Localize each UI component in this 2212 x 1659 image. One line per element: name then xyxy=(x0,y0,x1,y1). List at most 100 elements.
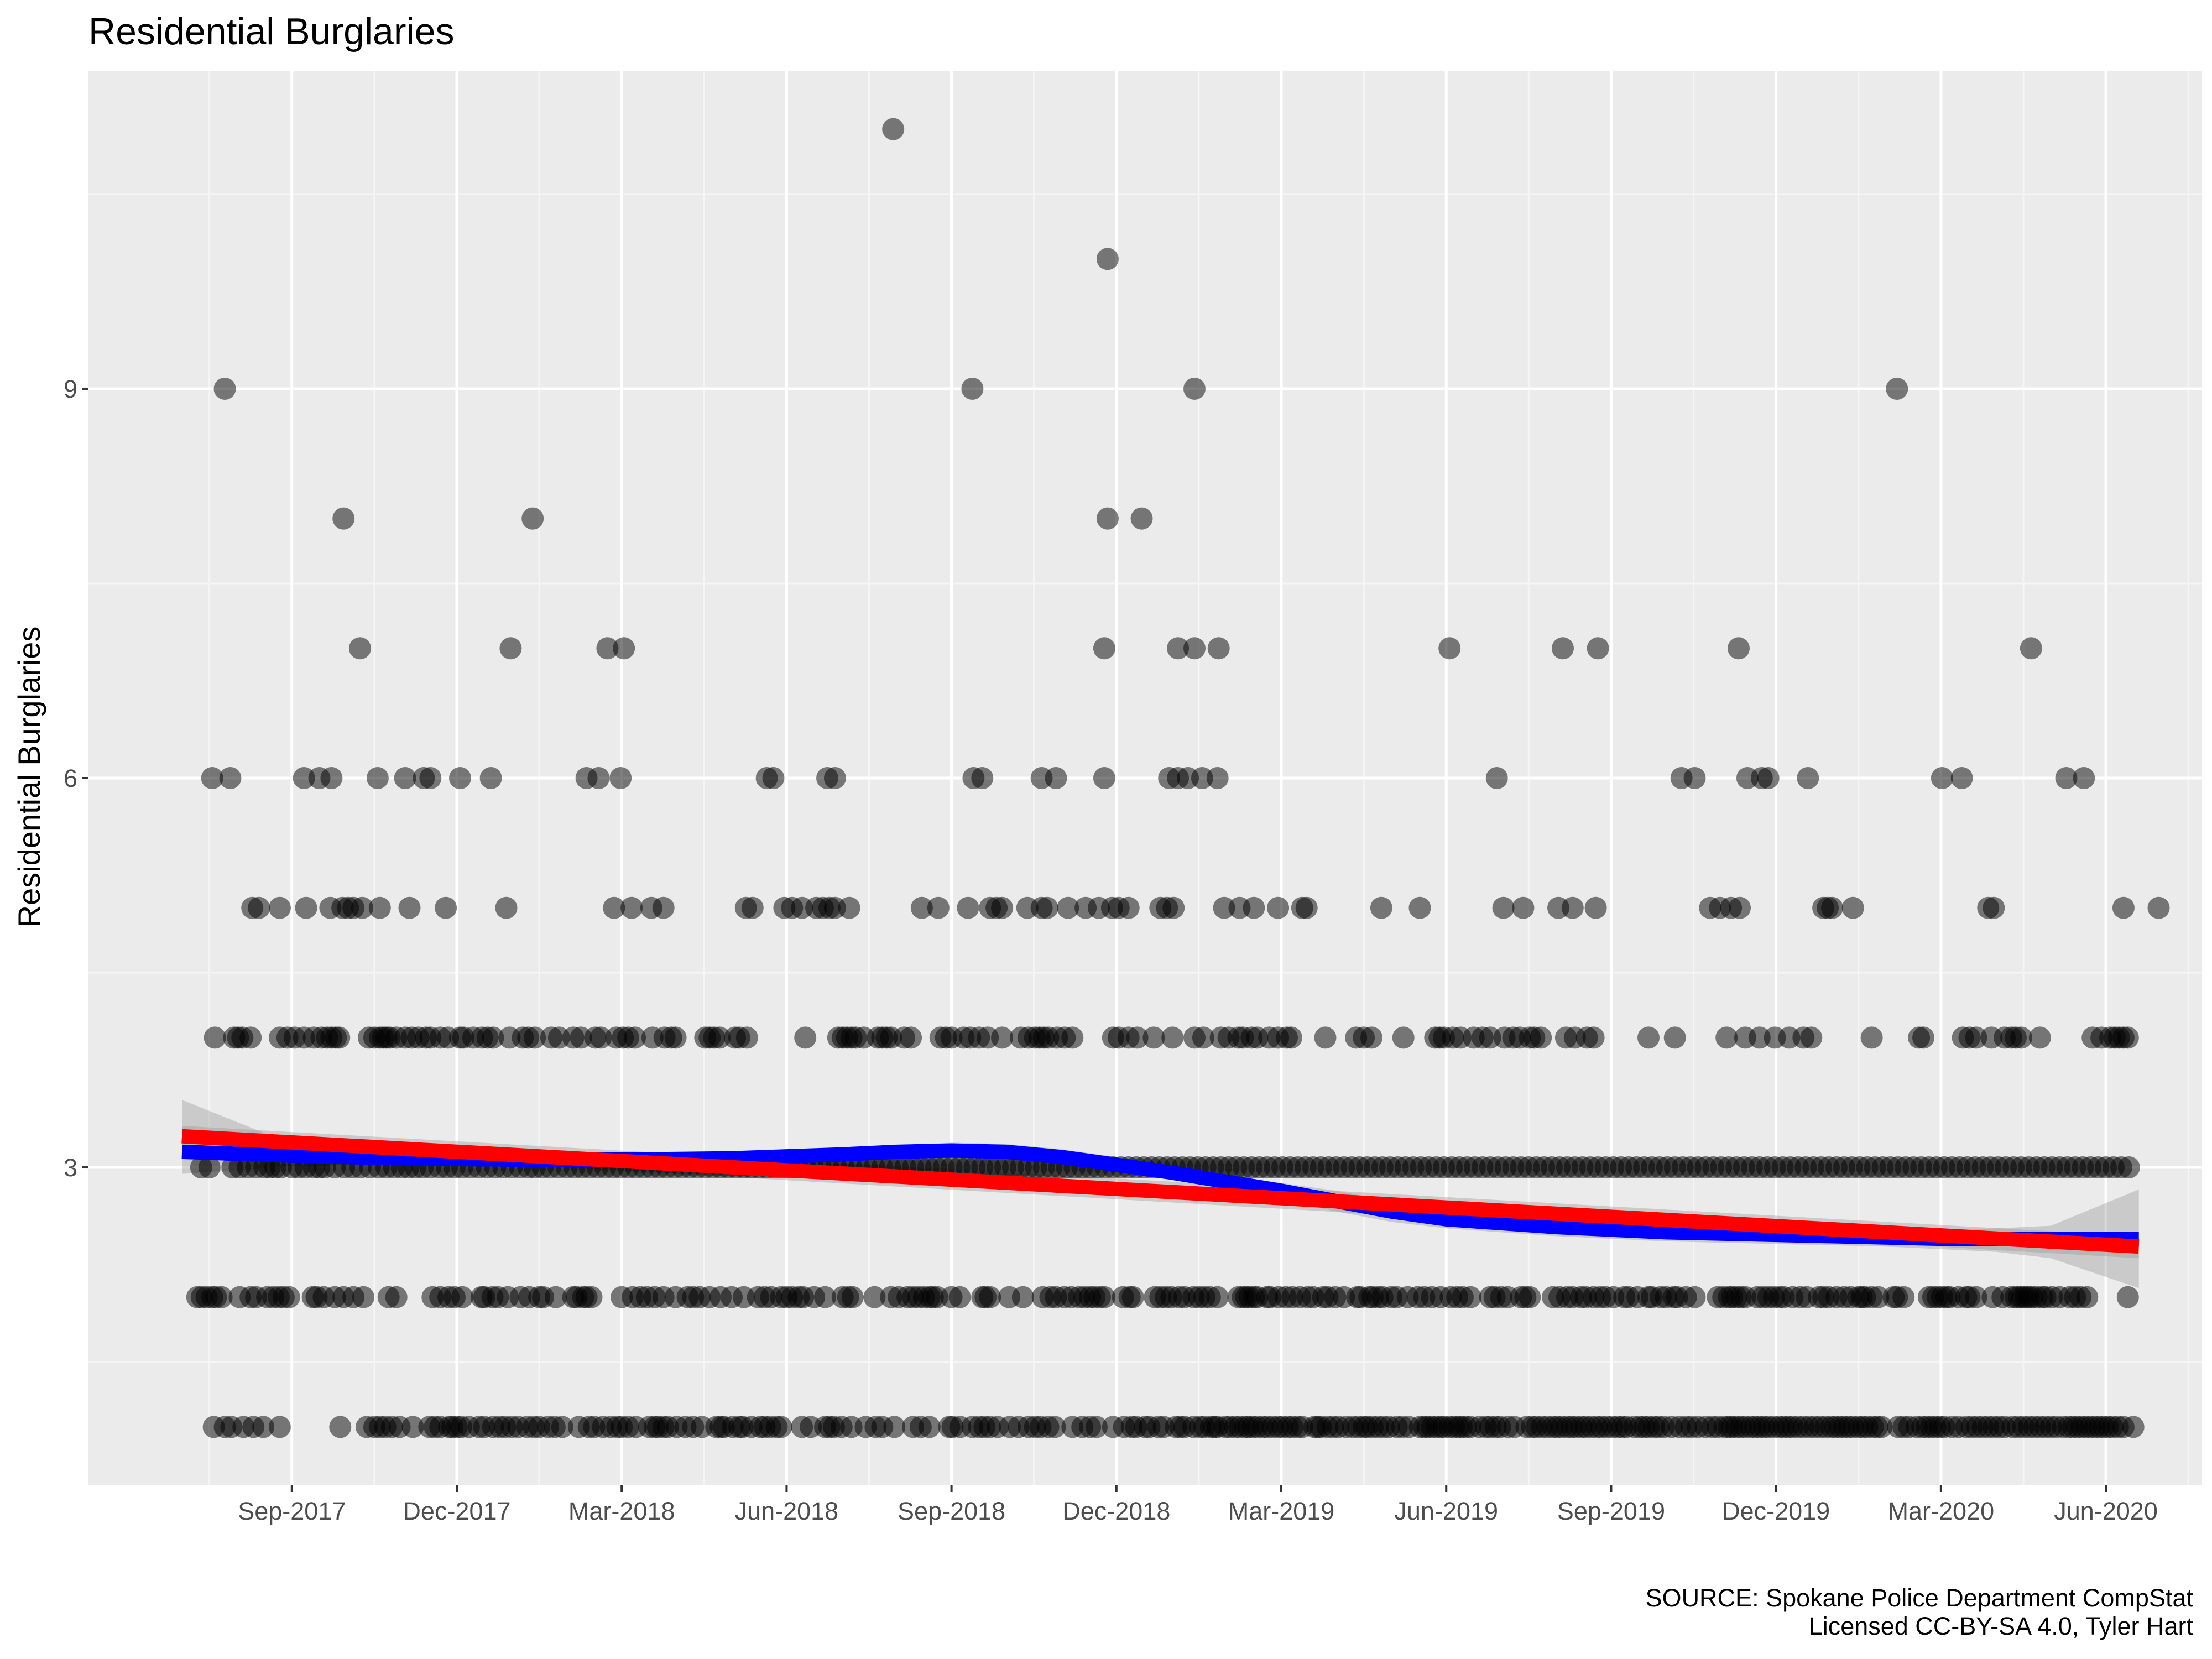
data-point xyxy=(2073,767,2095,789)
data-point xyxy=(580,1286,603,1308)
data-point xyxy=(991,896,1014,919)
data-point xyxy=(883,1416,906,1438)
data-point xyxy=(589,1026,612,1049)
data-point xyxy=(741,896,764,919)
data-point xyxy=(204,1026,226,1049)
data-point xyxy=(1183,378,1206,400)
chart-title: Residential Burglaries xyxy=(88,11,454,53)
data-point xyxy=(544,1286,567,1308)
data-point xyxy=(979,1286,1001,1308)
data-point xyxy=(451,1286,473,1308)
data-point xyxy=(352,1286,374,1308)
data-point xyxy=(1036,896,1058,919)
data-point xyxy=(328,1026,351,1049)
data-point xyxy=(332,507,355,530)
data-point xyxy=(2117,1156,2140,1178)
data-point xyxy=(1093,637,1115,660)
data-point xyxy=(2076,1286,2099,1308)
data-point xyxy=(609,767,632,789)
data-point xyxy=(385,1286,408,1308)
data-point xyxy=(1492,896,1515,919)
data-point xyxy=(1192,1026,1214,1049)
x-tick-label: Jun-2018 xyxy=(735,1497,839,1525)
data-point xyxy=(620,896,643,919)
data-point xyxy=(2028,1026,2051,1049)
data-point xyxy=(1892,1286,1915,1308)
data-point xyxy=(587,767,610,789)
data-point xyxy=(1183,637,1206,660)
data-point xyxy=(2147,896,2170,919)
data-point xyxy=(293,767,315,789)
data-point xyxy=(1438,637,1461,660)
data-point xyxy=(1757,767,1780,789)
data-point xyxy=(419,767,442,789)
data-point xyxy=(841,1286,864,1308)
data-point xyxy=(882,118,905,140)
x-tick-label: Jun-2019 xyxy=(1394,1497,1498,1525)
y-axis-title: Residential Burglaries xyxy=(12,627,46,928)
data-point xyxy=(814,1286,836,1308)
data-point xyxy=(1096,248,1119,270)
y-tick-label: 9 xyxy=(64,375,77,403)
x-tick-label: Dec-2018 xyxy=(1062,1497,1170,1525)
data-point xyxy=(210,1286,233,1308)
data-point xyxy=(1243,896,1265,919)
y-tick-label: 3 xyxy=(64,1154,77,1182)
data-point xyxy=(762,767,785,789)
data-point xyxy=(1552,637,1574,660)
data-point xyxy=(1121,1286,1144,1308)
data-point xyxy=(349,637,371,660)
data-point xyxy=(1130,507,1153,530)
data-point xyxy=(268,1416,291,1438)
data-point xyxy=(499,637,522,660)
data-point xyxy=(1728,637,1750,660)
data-point xyxy=(1086,1416,1108,1438)
data-point xyxy=(1093,1286,1115,1308)
data-point xyxy=(213,378,236,400)
data-point xyxy=(957,896,979,919)
data-point xyxy=(1683,1286,1706,1308)
data-point xyxy=(613,637,635,660)
data-point xyxy=(1280,1026,1302,1049)
data-point xyxy=(1965,1286,1987,1308)
data-point xyxy=(1267,896,1290,919)
data-point xyxy=(1093,767,1115,789)
data-point xyxy=(770,1416,792,1438)
data-point xyxy=(1870,1416,1893,1438)
data-point xyxy=(366,767,389,789)
data-point xyxy=(1314,1026,1337,1049)
data-point xyxy=(1057,896,1079,919)
data-point xyxy=(991,1026,1014,1049)
smooth-linear-line xyxy=(181,1129,2140,1254)
data-point xyxy=(329,1416,352,1438)
x-tick-label: Mar-2018 xyxy=(568,1497,675,1525)
data-point xyxy=(551,1416,573,1438)
data-point xyxy=(1213,896,1235,919)
data-point xyxy=(1821,896,1843,919)
data-points xyxy=(186,118,2170,1438)
data-point xyxy=(971,767,994,789)
data-point xyxy=(1582,1026,1605,1049)
data-point xyxy=(1126,1026,1149,1049)
data-point xyxy=(524,1026,546,1049)
data-point xyxy=(2116,1026,2139,1049)
data-point xyxy=(838,896,860,919)
data-point xyxy=(1587,637,1609,660)
data-point xyxy=(1867,1286,1890,1308)
data-point xyxy=(198,1156,221,1178)
data-point xyxy=(1748,1026,1771,1049)
data-point xyxy=(652,896,675,919)
data-point xyxy=(1295,896,1318,919)
data-point xyxy=(1729,896,1751,919)
x-tick-label: Sep-2017 xyxy=(238,1497,346,1525)
data-point xyxy=(1096,507,1119,530)
data-point xyxy=(596,637,619,660)
y-tick-label: 6 xyxy=(64,764,77,792)
data-point xyxy=(1797,767,1819,789)
caption-license: Licensed CC-BY-SA 4.0, Tyler Hart xyxy=(1809,1612,2194,1640)
data-point xyxy=(1161,1026,1184,1049)
data-point xyxy=(948,1286,971,1308)
data-point xyxy=(482,1026,504,1049)
data-point xyxy=(1584,896,1607,919)
data-point xyxy=(823,767,846,789)
